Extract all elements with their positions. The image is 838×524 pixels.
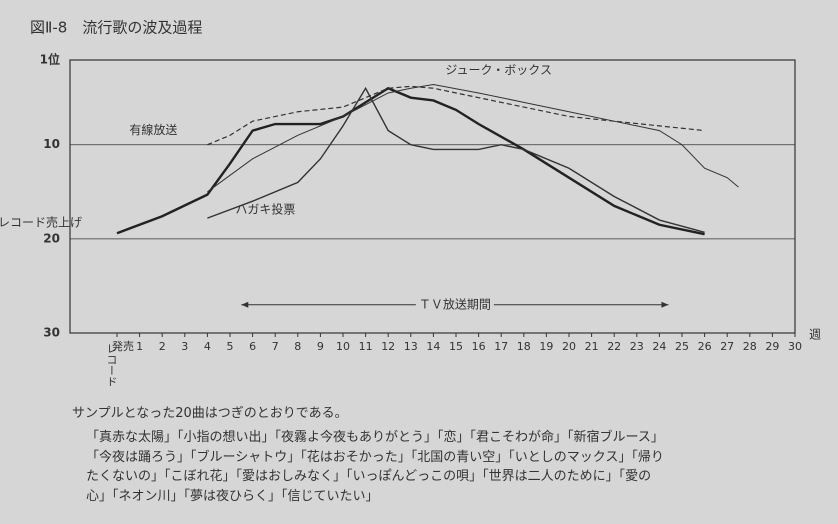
x-unit: 週 <box>809 328 821 342</box>
x-tick-label: 2 <box>159 340 166 353</box>
series-line <box>207 83 739 193</box>
x-tick-label: 3 <box>181 340 188 353</box>
x-tick-label: 19 <box>539 340 553 353</box>
x-tick-label: 8 <box>294 340 301 353</box>
x-tick-label: 29 <box>765 340 779 353</box>
label-bg <box>415 296 494 312</box>
x-tick-label: 27 <box>720 340 734 353</box>
x-tick-label: 22 <box>607 340 621 353</box>
series-label: レコード売上げ <box>0 215 82 230</box>
x-tick-label: 23 <box>630 340 644 353</box>
tv-period-label: ＴＶ放送期間 <box>419 296 491 311</box>
x-tick-label: 21 <box>585 340 599 353</box>
y-tick-label: 10 <box>43 137 60 151</box>
x-tick-label: 30 <box>788 340 802 353</box>
x-tick-label: 9 <box>317 340 324 353</box>
x-origin-label: レコード <box>105 343 118 387</box>
x-tick-label: 11 <box>359 340 373 353</box>
x-tick-label: 14 <box>426 340 440 353</box>
x-tick-label: 25 <box>675 340 689 353</box>
y-tick-label: 1位 <box>40 52 60 67</box>
x-tick-label: 12 <box>381 340 395 353</box>
y-tick-label: 20 <box>43 231 60 245</box>
series-line <box>116 86 705 236</box>
x-tick-label: 15 <box>449 340 463 353</box>
song-line: 「真赤な太陽」「小指の想い出」「夜霧よ今夜もありがとう」「恋」「君こそわが命」「… <box>86 430 664 445</box>
x-tick-label: 17 <box>494 340 508 353</box>
x-tick-label: 26 <box>698 340 712 353</box>
x-tick-label: 1 <box>136 340 143 353</box>
x-tick-label: 発売 <box>112 339 134 353</box>
series-label: 有線放送 <box>129 122 177 137</box>
x-tick-label: 20 <box>562 340 576 353</box>
y-tick-label: 30 <box>43 326 60 340</box>
series-line <box>207 86 705 233</box>
song-line: たくないの」「こぼれ花」「愛はおしみなく」「いっぽんどっこの唄」「世界は二人のた… <box>86 469 652 484</box>
x-tick-label: 16 <box>472 340 486 353</box>
chart-title: 図Ⅱ-8 流行歌の波及過程 <box>30 19 202 37</box>
song-line: 「今夜は踊ろう」「ブルーシャトウ」「花はおそかった」「北国の青い空」「いとしのマ… <box>86 450 664 465</box>
x-tick-label: 4 <box>204 340 211 353</box>
x-tick-label: 28 <box>743 340 757 353</box>
x-tick-label: 18 <box>517 340 531 353</box>
x-tick-label: 6 <box>249 340 256 353</box>
series-label: ジューク・ボックス <box>445 63 552 77</box>
x-tick-label: 7 <box>272 340 279 353</box>
song-line: 心」「ネオン川」「夢は夜ひらく」「信じていたい」 <box>86 489 379 504</box>
series-label: ハガキ投票 <box>235 202 295 217</box>
x-tick-label: 5 <box>227 340 234 353</box>
note: サンプルとなった20曲はつぎのとおりである。 <box>72 406 348 421</box>
series-line <box>207 85 705 146</box>
x-tick-label: 10 <box>336 340 350 353</box>
x-tick-label: 13 <box>404 340 418 353</box>
x-tick-label: 24 <box>652 340 666 353</box>
